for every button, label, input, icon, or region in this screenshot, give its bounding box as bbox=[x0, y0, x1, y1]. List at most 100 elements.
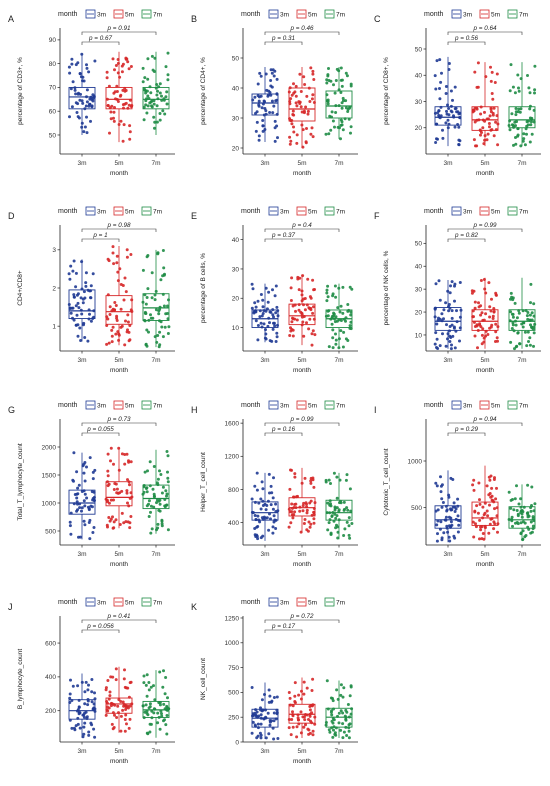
data-point bbox=[77, 306, 81, 310]
data-point bbox=[109, 498, 113, 502]
data-point bbox=[275, 335, 279, 339]
data-point bbox=[86, 688, 90, 692]
data-point bbox=[143, 710, 147, 714]
data-point bbox=[76, 486, 80, 490]
data-point bbox=[119, 283, 123, 286]
data-point bbox=[494, 497, 498, 501]
data-point bbox=[523, 330, 527, 334]
data-point bbox=[83, 492, 87, 496]
data-point bbox=[147, 499, 151, 503]
data-point bbox=[255, 736, 259, 740]
data-point bbox=[69, 678, 72, 682]
data-point bbox=[293, 681, 297, 685]
data-point bbox=[89, 119, 92, 123]
data-point bbox=[341, 128, 345, 132]
data-point bbox=[326, 98, 330, 102]
data-point bbox=[493, 81, 497, 84]
data-point bbox=[109, 117, 113, 121]
y-tick-label: 30 bbox=[232, 266, 240, 273]
x-tick-label: 3m bbox=[77, 357, 86, 364]
data-point bbox=[479, 528, 483, 532]
data-point bbox=[82, 471, 86, 475]
data-point bbox=[74, 323, 78, 327]
data-point bbox=[349, 313, 353, 317]
x-tick-label: 7m bbox=[517, 357, 526, 364]
comparison-bracket: p = 0.56 bbox=[447, 35, 486, 45]
data-point bbox=[310, 126, 314, 130]
data-point bbox=[155, 120, 159, 124]
data-point bbox=[349, 131, 352, 135]
data-point bbox=[150, 716, 154, 720]
data-point bbox=[75, 111, 79, 114]
data-point bbox=[496, 143, 500, 147]
data-point bbox=[311, 311, 315, 315]
data-point bbox=[83, 107, 87, 111]
data-point bbox=[307, 327, 311, 331]
data-point bbox=[156, 721, 160, 725]
data-point bbox=[488, 305, 492, 309]
data-point bbox=[525, 344, 529, 348]
data-point bbox=[112, 262, 116, 266]
data-point bbox=[269, 503, 273, 507]
data-point bbox=[522, 132, 526, 136]
data-point bbox=[476, 511, 480, 515]
data-point bbox=[339, 683, 343, 687]
data-point bbox=[334, 516, 338, 520]
data-point bbox=[79, 296, 83, 300]
legend-key bbox=[296, 597, 307, 607]
data-point bbox=[484, 329, 488, 333]
box-3m bbox=[433, 56, 462, 147]
data-point bbox=[78, 72, 82, 76]
data-point bbox=[327, 132, 331, 136]
data-point bbox=[288, 703, 292, 707]
data-point bbox=[127, 480, 131, 484]
data-point bbox=[165, 312, 169, 315]
data-point bbox=[302, 522, 306, 525]
data-point bbox=[308, 708, 312, 712]
data-point bbox=[441, 332, 444, 336]
legend-key bbox=[479, 206, 490, 216]
data-point bbox=[489, 79, 493, 83]
data-point bbox=[93, 691, 96, 695]
data-point bbox=[130, 298, 134, 302]
data-point bbox=[448, 291, 452, 295]
data-point bbox=[164, 723, 168, 727]
legend-label: 3m bbox=[463, 209, 472, 216]
data-point bbox=[146, 94, 150, 98]
legend-label: 7m bbox=[519, 209, 528, 216]
data-point bbox=[289, 97, 293, 101]
box-7m bbox=[324, 66, 353, 141]
data-point bbox=[85, 66, 89, 70]
data-point bbox=[153, 56, 157, 60]
data-point bbox=[90, 690, 94, 694]
data-point bbox=[115, 316, 119, 320]
data-point bbox=[92, 499, 96, 502]
data-point bbox=[271, 496, 275, 500]
data-point bbox=[300, 323, 304, 327]
data-point bbox=[288, 102, 292, 106]
data-point bbox=[83, 690, 87, 694]
x-tick-label: 3m bbox=[443, 551, 452, 558]
data-point bbox=[480, 311, 484, 315]
bracket-line bbox=[81, 432, 120, 436]
x-tick-label: 3m bbox=[443, 160, 452, 167]
data-point bbox=[109, 517, 113, 521]
data-point bbox=[271, 308, 275, 312]
data-point bbox=[274, 284, 278, 288]
data-point bbox=[447, 122, 451, 126]
data-point bbox=[324, 723, 328, 727]
data-point bbox=[331, 292, 335, 296]
data-point bbox=[433, 111, 437, 115]
data-point bbox=[118, 75, 122, 79]
data-point bbox=[312, 521, 316, 525]
data-point bbox=[334, 295, 338, 299]
data-point bbox=[473, 300, 477, 304]
data-point bbox=[272, 74, 276, 78]
data-point bbox=[438, 344, 442, 348]
data-point bbox=[108, 131, 111, 135]
legend-key bbox=[141, 597, 152, 607]
y-tick-label: 0 bbox=[235, 739, 239, 746]
data-point bbox=[532, 331, 536, 335]
